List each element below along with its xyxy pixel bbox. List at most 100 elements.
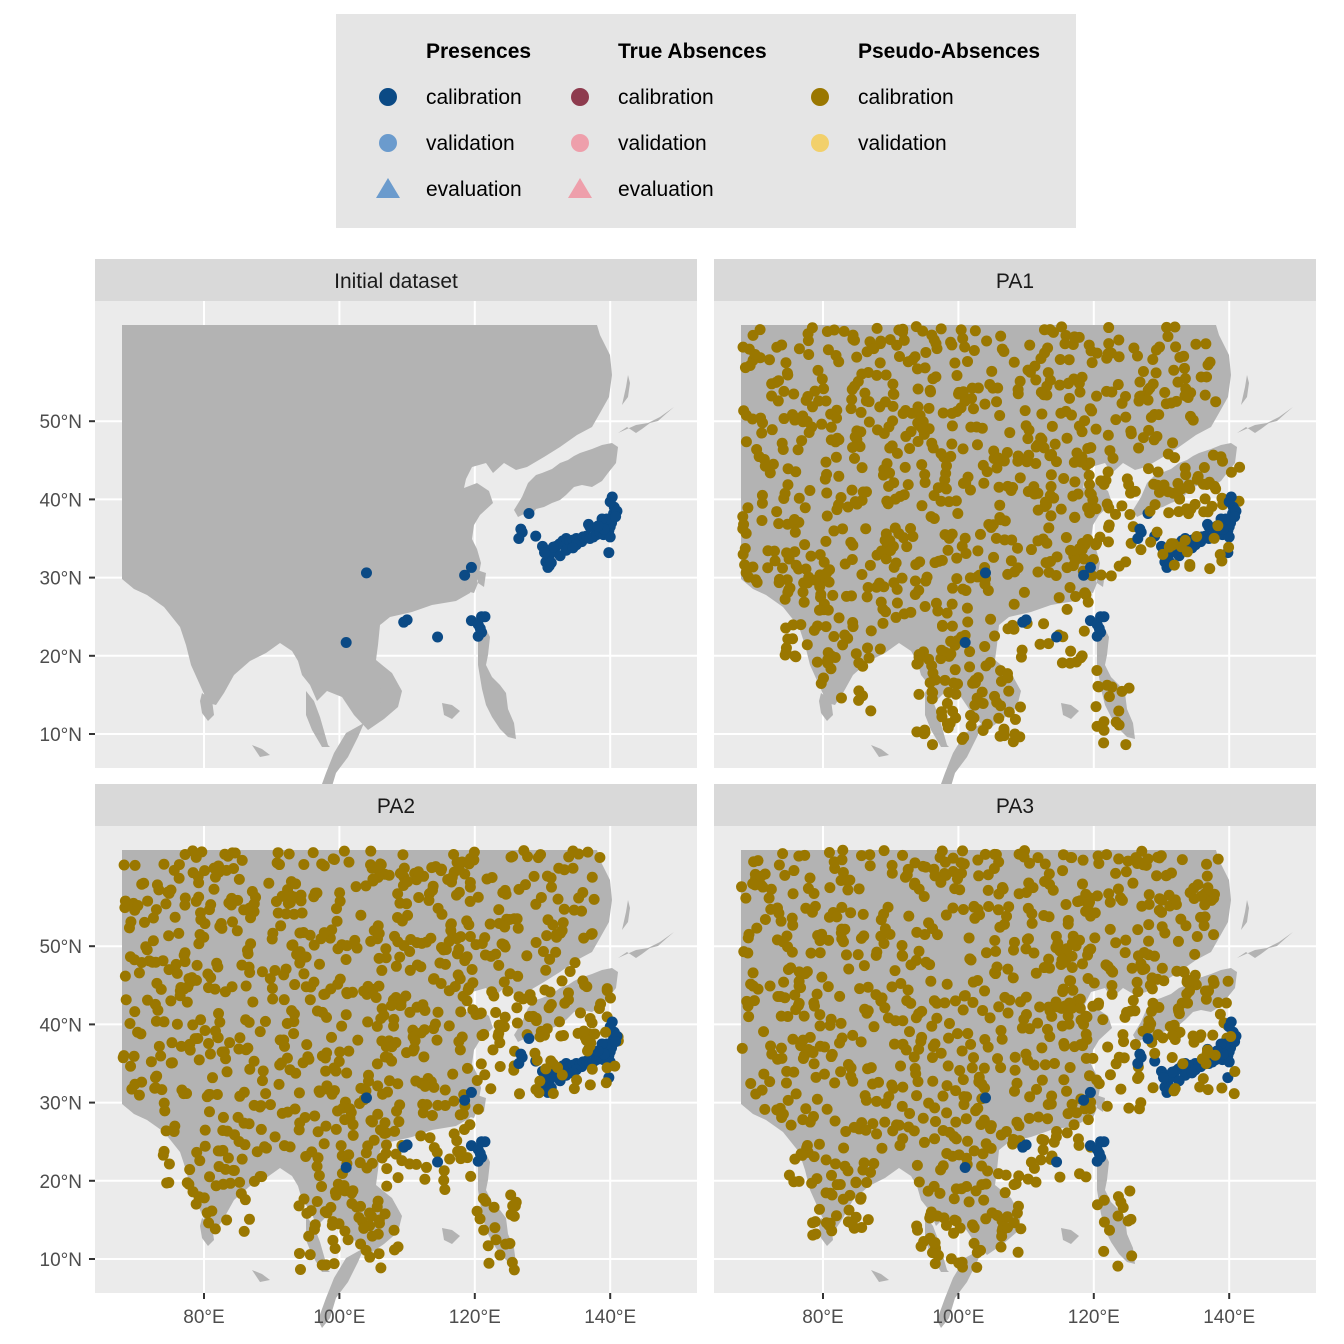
pseudo-absence-point: [896, 572, 908, 584]
pseudo-absence-point: [1008, 356, 1020, 368]
pseudo-absence-point: [400, 990, 412, 1002]
pseudo-absence-point: [891, 447, 903, 459]
pseudo-absence-point: [213, 1161, 225, 1173]
presence-point: [1223, 531, 1235, 543]
pseudo-absence-point: [1110, 867, 1122, 879]
pseudo-absence-point: [573, 892, 585, 904]
pseudo-absence-point: [871, 1128, 883, 1140]
pseudo-absence-point: [788, 388, 800, 400]
pseudo-absence-point: [847, 1029, 859, 1041]
pseudo-absence-point: [1091, 347, 1103, 359]
pseudo-absence-point: [355, 909, 367, 921]
presence-point: [465, 561, 477, 573]
pseudo-absence-point: [779, 487, 791, 499]
pseudo-absence-point: [365, 1210, 377, 1222]
pseudo-absence-point: [517, 993, 529, 1005]
pseudo-absence-point: [511, 1002, 523, 1014]
pseudo-absence-point: [765, 883, 777, 895]
pseudo-absence-point: [290, 878, 302, 890]
pseudo-absence-point: [995, 330, 1007, 342]
pseudo-absence-point: [875, 335, 887, 347]
pseudo-absence-point: [830, 451, 842, 463]
pseudo-absence-point: [168, 1126, 180, 1138]
pseudo-absence-point: [1201, 870, 1213, 882]
pseudo-absence-point: [494, 1249, 506, 1261]
pseudo-absence-point: [379, 1117, 391, 1129]
pseudo-absence-point: [225, 899, 237, 911]
pseudo-absence-point: [150, 904, 162, 916]
pseudo-absence-point: [278, 969, 290, 981]
pseudo-absence-point: [559, 997, 571, 1009]
pseudo-absence-point: [830, 349, 842, 361]
pseudo-absence-point: [240, 980, 252, 992]
pseudo-absence-point: [851, 351, 863, 363]
pseudo-absence-point: [954, 1065, 966, 1077]
pseudo-absence-point: [330, 903, 342, 915]
pseudo-absence-point: [478, 1224, 490, 1236]
pseudo-absence-point: [837, 844, 849, 856]
pseudo-absence-point: [903, 1026, 915, 1038]
pseudo-absence-point: [1103, 502, 1115, 514]
pseudo-absence-point: [814, 604, 826, 616]
pseudo-absence-point: [756, 489, 768, 501]
pseudo-absence-point: [865, 1062, 877, 1074]
pseudo-absence-point: [1002, 963, 1014, 975]
pseudo-absence-point: [183, 1178, 195, 1190]
pseudo-absence-point: [1030, 1176, 1042, 1188]
pseudo-absence-point: [196, 846, 208, 858]
pseudo-absence-point: [1192, 471, 1204, 483]
pseudo-absence-point: [980, 947, 992, 959]
pseudo-absence-point: [165, 1057, 177, 1069]
pseudo-absence-point: [990, 849, 1002, 861]
pseudo-absence-point: [928, 995, 940, 1007]
pseudo-absence-point: [793, 997, 805, 1009]
pseudo-absence-point: [259, 1015, 271, 1027]
pseudo-absence-point: [474, 1213, 486, 1225]
pseudo-absence-point: [1103, 521, 1115, 533]
pseudo-absence-point: [1086, 357, 1098, 369]
pseudo-absence-point: [394, 867, 406, 879]
pseudo-absence-point: [979, 985, 991, 997]
pseudo-absence-point: [1054, 379, 1066, 391]
pseudo-absence-point: [805, 947, 817, 959]
pseudo-absence-point: [1200, 993, 1212, 1005]
pseudo-absence-point: [1030, 458, 1042, 470]
pseudo-absence-point: [1064, 1061, 1076, 1073]
pseudo-absence-point: [903, 910, 915, 922]
pseudo-absence-point: [951, 1028, 963, 1040]
pseudo-absence-point: [248, 1055, 260, 1067]
presence-point: [1158, 1072, 1170, 1084]
pseudo-absence-point: [1066, 852, 1078, 864]
pseudo-absence-point: [1132, 950, 1144, 962]
pseudo-absence-point: [756, 515, 768, 527]
pseudo-absence-point: [883, 1091, 895, 1103]
pseudo-absence-point: [523, 1011, 535, 1023]
pseudo-absence-point: [231, 925, 243, 937]
pseudo-absence-point: [372, 1080, 384, 1092]
pseudo-absence-point: [980, 1138, 992, 1150]
pseudo-absence-point: [553, 1016, 565, 1028]
pseudo-absence-point: [298, 858, 310, 870]
pseudo-absence-point: [949, 664, 961, 676]
pseudo-absence-point: [898, 532, 910, 544]
pseudo-absence-point: [193, 891, 205, 903]
pseudo-absence-point: [936, 554, 948, 566]
y-tick-label: 30°N: [40, 1094, 82, 1115]
pseudo-absence-point: [1147, 1082, 1159, 1094]
pseudo-absence-point: [159, 1105, 171, 1117]
pseudo-absence-point: [920, 346, 932, 358]
pseudo-absence-point: [833, 470, 845, 482]
pseudo-absence-point: [764, 1076, 776, 1088]
pseudo-absence-point: [128, 1050, 140, 1062]
pseudo-absence-point: [1020, 943, 1032, 955]
pseudo-absence-point: [766, 1048, 778, 1060]
pseudo-absence-point: [304, 994, 316, 1006]
pseudo-absence-point: [212, 1145, 224, 1157]
pseudo-absence-point: [736, 1042, 748, 1054]
pseudo-absence-point: [1182, 392, 1194, 404]
pseudo-absence-point: [256, 1075, 268, 1087]
pseudo-absence-point: [454, 1044, 466, 1056]
pseudo-absence-point: [531, 1054, 543, 1066]
pseudo-absence-point: [219, 848, 231, 860]
pseudo-absence-point: [389, 1244, 401, 1256]
